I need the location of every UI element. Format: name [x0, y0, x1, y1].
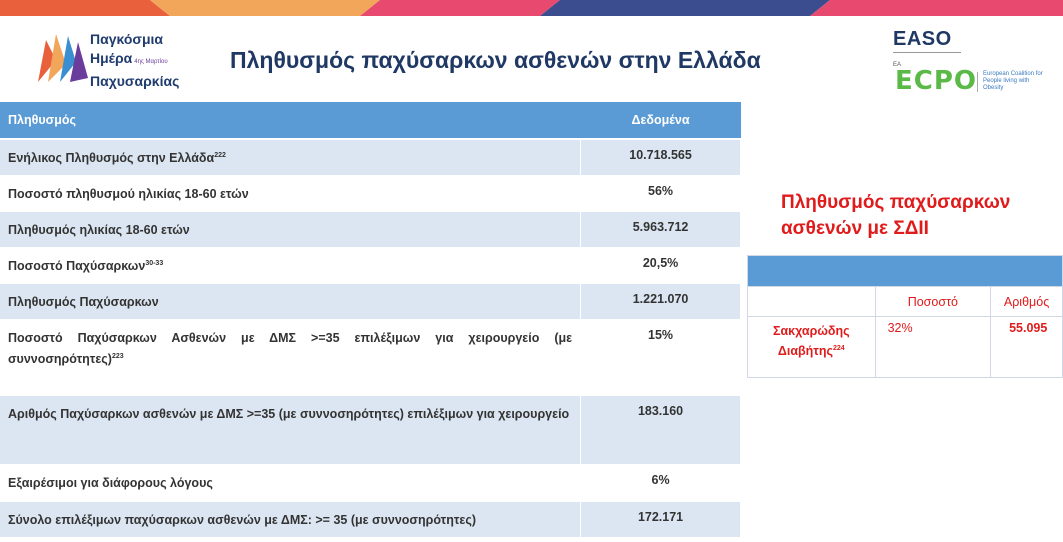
logo-line2: Ημέρα: [90, 50, 133, 66]
diabetes-header-band: [747, 255, 1063, 287]
table-row: Αριθμός Παχύσαρκων ασθενών με ΔΜΣ >=35 (…: [0, 395, 741, 465]
row-label: Πληθυσμός ηλικίας 18-60 ετών: [0, 211, 582, 248]
logo-line1: Παγκόσμια: [90, 31, 164, 47]
population-table: Πληθυσμός Δεδομένα Ενήλικος Πληθυσμός στ…: [0, 102, 741, 538]
table-row: Ποσοστό πληθυσμού ηλικίας 18-60 ετών 56%: [0, 175, 741, 212]
row-value: 183.160: [580, 395, 741, 465]
header-data: Δεδομένα: [580, 102, 741, 140]
column-percent: Ποσοστό: [874, 286, 992, 317]
table-row: Σύνολο επιλέξιμων παχύσαρκων ασθενών με …: [0, 501, 741, 538]
diabetes-section-title: Πληθυσμός παχύσαρκων ασθενών με ΣΔΙΙ: [781, 192, 1011, 239]
table-row: Πληθυσμός ηλικίας 18-60 ετών 5.963.712: [0, 211, 741, 248]
row-label: Ποσοστό πληθυσμού ηλικίας 18-60 ετών: [0, 175, 582, 212]
diabetes-table-header: [747, 255, 1063, 287]
row-value: 5.963.712: [580, 211, 741, 248]
row-label: Αριθμός Παχύσαρκων ασθενών με ΔΜΣ >=35 (…: [0, 395, 582, 465]
diabetes-empty-cell: [747, 286, 876, 317]
row-label: Ποσοστό Παχύσαρκων30-33: [0, 247, 582, 284]
row-value: 56%: [580, 175, 741, 212]
row-label: Σύνολο επιλέξιμων παχύσαρκων ασθενών με …: [0, 501, 582, 538]
diabetes-column-row: Ποσοστό Αριθμός: [747, 286, 1063, 317]
diabetes-table: Ποσοστό Αριθμός Σακχαρώδης Διαβήτης224 3…: [747, 255, 1063, 378]
diabetes-number: 55.095: [990, 316, 1063, 378]
table-row: Πληθυσμός Παχύσαρκων 1.221.070: [0, 283, 741, 320]
row-value: 10.718.565: [580, 139, 741, 176]
easo-logo: EASO: [893, 28, 961, 55]
row-value: 172.171: [580, 501, 741, 538]
diabetes-percent: 32%: [874, 316, 992, 378]
ecpo-description: European Coalition for People living wit…: [983, 71, 1043, 91]
row-label: Πληθυσμός Παχύσαρκων: [0, 283, 582, 320]
row-value: 20,5%: [580, 247, 741, 284]
ecpo-wordmark: ECPO: [895, 66, 977, 96]
logo-mark-icon: [38, 34, 88, 82]
table-row: Εξαιρέσιμοι για διάφορους λόγους 6%: [0, 464, 741, 502]
table-row: Ενήλικος Πληθυσμός στην Ελλάδα222 10.718…: [0, 139, 741, 176]
page-title: Πληθυσμός παχύσαρκων ασθενών στην Ελλάδα: [230, 47, 761, 73]
row-value-highlight: 1.221.070: [580, 283, 741, 320]
diabetes-label: Σακχαρώδης Διαβήτης224: [747, 316, 876, 378]
diabetes-data-row: Σακχαρώδης Διαβήτης224 32% 55.095: [747, 316, 1063, 378]
row-value: 15%: [580, 319, 741, 396]
table-row: Ποσοστό Παχύσαρκων30-33 20,5%: [0, 247, 741, 284]
world-obesity-day-logo: Παγκόσμια Ημέρα 4ης Μαρτίου Παχυσαρκίας: [34, 28, 194, 90]
header-population: Πληθυσμός: [0, 102, 581, 140]
row-label: Εξαιρέσιμοι για διάφορους λόγους: [0, 464, 582, 502]
logo-date: 4ης Μαρτίου: [134, 59, 168, 65]
ecpo-divider: [977, 72, 978, 92]
table-row: Ποσοστό Παχύσαρκων Ασθενών με ΔΜΣ >=35 ε…: [0, 319, 741, 396]
logo-line3: Παχυσαρκίας: [90, 73, 180, 89]
column-number: Αριθμός: [990, 286, 1063, 317]
easo-underline: [893, 52, 961, 55]
row-value: 6%: [580, 464, 741, 502]
logo-text: Παγκόσμια Ημέρα 4ης Μαρτίου Παχυσαρκίας: [90, 30, 179, 91]
easo-wordmark: EASO: [893, 28, 952, 50]
row-label: Ποσοστό Παχύσαρκων Ασθενών με ΔΜΣ >=35 ε…: [0, 319, 582, 396]
top-decorative-ribbon: [0, 0, 1063, 16]
table-header-row: Πληθυσμός Δεδομένα: [0, 102, 741, 140]
ecpo-prefix: ΕΑ: [893, 62, 902, 68]
row-label: Ενήλικος Πληθυσμός στην Ελλάδα222: [0, 139, 582, 176]
